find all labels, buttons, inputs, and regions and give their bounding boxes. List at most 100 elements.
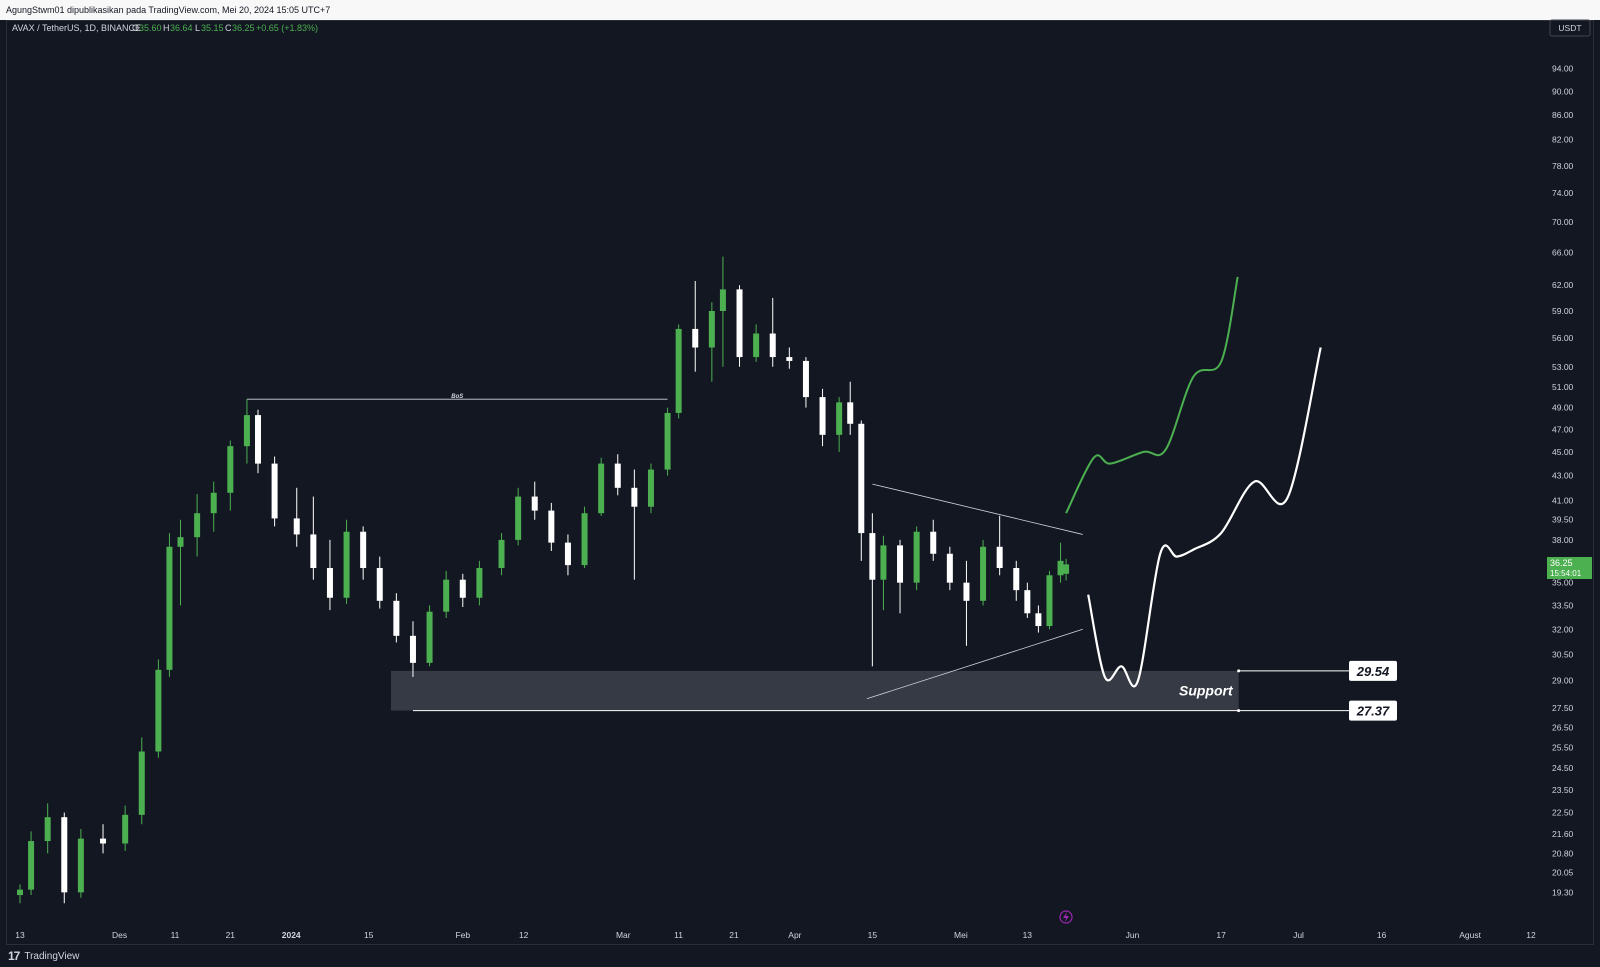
candle-down xyxy=(459,579,466,598)
close-value: 36.25 xyxy=(232,23,255,33)
price-tick-label: 29.00 xyxy=(1552,676,1574,686)
candle-down xyxy=(930,531,937,554)
time-tick-label: 17 xyxy=(1216,930,1226,940)
support-high-dot xyxy=(1237,669,1241,673)
candle-down xyxy=(1035,613,1042,627)
currency-button[interactable] xyxy=(1549,19,1591,37)
candle-down xyxy=(271,463,278,519)
candle-down xyxy=(254,415,261,464)
candle-up xyxy=(581,513,588,566)
candle-up xyxy=(166,546,173,670)
support-zone-rect[interactable] xyxy=(390,670,1239,711)
price-tick-label: 74.00 xyxy=(1552,188,1574,198)
candle-up xyxy=(753,333,760,358)
candle-down xyxy=(393,600,400,636)
candle-up xyxy=(426,611,433,663)
candle-down xyxy=(564,542,571,566)
price-tick-label: 21.60 xyxy=(1552,829,1574,839)
candle-down xyxy=(802,360,809,398)
tradingview-logo[interactable]: 17 TradingView xyxy=(8,949,79,963)
candle-up xyxy=(708,310,715,348)
candle-up xyxy=(138,751,145,815)
triangle-upper-line[interactable] xyxy=(872,483,1083,535)
price-axis[interactable]: USDT 94.00 90.00 86.00 82.00 78.00 74.00 70.00… xyxy=(1547,19,1592,897)
price-tick-label: 43.00 xyxy=(1552,471,1574,481)
symbol-label: AVAX / TetherUS, 1D, BINANCE xyxy=(12,23,141,33)
last-price-badge xyxy=(1547,557,1592,579)
triangle-pattern[interactable] xyxy=(866,483,1083,700)
candle-up xyxy=(343,531,350,598)
price-tick-label: 27.50 xyxy=(1552,703,1574,713)
time-tick-label: Jul xyxy=(1293,930,1304,940)
price-tick-label: 23.50 xyxy=(1552,785,1574,795)
candle-down xyxy=(360,531,367,569)
price-tick-label: 45.00 xyxy=(1552,447,1574,457)
time-tick-label: 2024 xyxy=(282,930,301,940)
projection-white-path[interactable] xyxy=(1087,347,1322,688)
price-tick-label: 20.80 xyxy=(1552,848,1574,858)
countdown-label: 15:54:01 xyxy=(1550,569,1582,578)
lightning-icon xyxy=(1063,912,1069,922)
time-axis[interactable]: 13 Des 11 21 2024 15 Feb 12 Mar 11 21 Apr 15 Mei 13 Jun… xyxy=(15,930,1536,940)
candle-up xyxy=(210,492,217,514)
support-low-label: 27.37 xyxy=(1356,704,1390,719)
candle-down xyxy=(819,397,826,435)
time-tick-label: 11 xyxy=(171,930,180,940)
candle-up xyxy=(980,546,987,601)
change-value: +0.65 (+1.83%) xyxy=(256,23,318,33)
time-tick-label: 11 xyxy=(674,930,683,940)
price-tick-label: 51.00 xyxy=(1552,382,1574,392)
last-price-label: 36.25 xyxy=(1550,558,1573,568)
high-label: H xyxy=(163,23,170,33)
price-tick-label: 56.00 xyxy=(1552,333,1574,343)
candle-down xyxy=(869,533,876,580)
candle-down xyxy=(631,487,638,507)
publish-bar: AgungStwm01 dipublikasikan pada TradingV… xyxy=(0,0,1600,20)
support-zone[interactable]: Support xyxy=(390,670,1239,712)
candle-down xyxy=(847,402,854,424)
candle-down xyxy=(310,534,317,569)
candle-up xyxy=(28,841,35,890)
support-high-box xyxy=(1349,660,1397,681)
open-label: O xyxy=(132,23,139,33)
candle-down xyxy=(326,568,333,598)
candle-up xyxy=(598,463,605,514)
high-value: 36.64 xyxy=(170,23,193,33)
candle-up xyxy=(17,889,23,896)
candle-up xyxy=(664,412,671,470)
candle-up xyxy=(498,539,505,569)
time-tick-label: 12 xyxy=(519,930,529,940)
time-tick-label: Agust xyxy=(1459,930,1481,940)
candle-up xyxy=(44,817,51,842)
low-label: L xyxy=(195,23,200,33)
bos-label: BoS xyxy=(451,394,463,400)
candle-down xyxy=(1024,590,1031,614)
bos-annotation[interactable]: BoS xyxy=(246,394,668,400)
event-circle-icon[interactable] xyxy=(1059,910,1073,924)
chart-area[interactable] xyxy=(6,20,1594,945)
support-label: Support xyxy=(1179,683,1234,699)
candles xyxy=(17,256,1070,904)
candle-up xyxy=(443,579,450,612)
time-tick-label: 15 xyxy=(868,930,878,940)
candle-down xyxy=(897,545,904,583)
candlestick-chart[interactable]: AVAX / TetherUS, 1D, BINANCE O 35.60 H 3… xyxy=(0,0,1600,945)
candle-up xyxy=(719,289,726,311)
projection-green-path[interactable] xyxy=(1065,276,1239,514)
time-tick-label: 21 xyxy=(729,930,739,940)
candle-down xyxy=(548,510,555,543)
time-tick-label: 21 xyxy=(226,930,236,940)
lightning-marker[interactable] xyxy=(1059,910,1073,924)
price-tick-label: 30.50 xyxy=(1552,649,1574,659)
currency-button-label: USDT xyxy=(1558,23,1581,33)
candle-down xyxy=(946,553,953,583)
price-tick-label: 53.00 xyxy=(1552,362,1574,372)
price-tick-label: 78.00 xyxy=(1552,161,1574,171)
price-tick-label: 20.05 xyxy=(1552,868,1574,878)
support-price-labels: 29.54 27.37 xyxy=(1237,660,1397,721)
published-text: AgungStwm01 dipublikasikan pada TradingV… xyxy=(6,5,331,15)
candle-up xyxy=(77,838,84,893)
price-tick-label: 32.00 xyxy=(1552,624,1574,634)
triangle-lower-line[interactable] xyxy=(866,628,1083,700)
candle-down xyxy=(531,496,538,511)
